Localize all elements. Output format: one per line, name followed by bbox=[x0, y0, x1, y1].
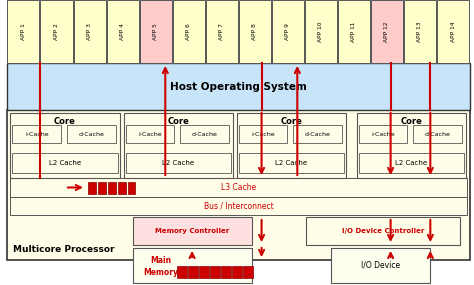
Text: Core: Core bbox=[54, 117, 76, 125]
Bar bbox=[359, 153, 464, 173]
Text: Memory: Memory bbox=[143, 268, 178, 277]
Bar bbox=[331, 248, 430, 283]
Bar bbox=[173, 0, 205, 63]
Text: I/O Device Controller: I/O Device Controller bbox=[342, 228, 424, 234]
Text: L2 Cache: L2 Cache bbox=[49, 160, 81, 166]
Bar bbox=[88, 182, 96, 194]
Text: APP 4: APP 4 bbox=[120, 23, 125, 40]
Bar bbox=[305, 0, 337, 63]
Bar bbox=[108, 182, 116, 194]
Bar bbox=[293, 125, 342, 143]
Bar bbox=[12, 153, 118, 173]
Text: APP 5: APP 5 bbox=[153, 23, 158, 40]
Text: i-Cache: i-Cache bbox=[371, 131, 395, 137]
Bar bbox=[210, 266, 220, 278]
Text: Main: Main bbox=[150, 256, 171, 265]
Bar bbox=[272, 0, 304, 63]
Bar bbox=[126, 153, 231, 173]
Text: Memory Controller: Memory Controller bbox=[155, 228, 229, 234]
Text: Bus / Interconnect: Bus / Interconnect bbox=[204, 201, 273, 211]
Text: d-Cache: d-Cache bbox=[425, 131, 451, 137]
Text: d-Cache: d-Cache bbox=[191, 131, 218, 137]
Bar bbox=[118, 182, 126, 194]
Text: i-Cache: i-Cache bbox=[25, 131, 48, 137]
Bar bbox=[306, 217, 460, 245]
Text: L3 Cache: L3 Cache bbox=[221, 183, 256, 192]
Bar bbox=[221, 266, 231, 278]
Bar bbox=[124, 113, 233, 178]
Bar bbox=[371, 0, 403, 63]
Bar bbox=[188, 266, 198, 278]
Bar bbox=[239, 0, 271, 63]
Text: APP 3: APP 3 bbox=[87, 23, 92, 40]
Text: Core: Core bbox=[167, 117, 189, 125]
Bar bbox=[177, 266, 187, 278]
Text: L2 Cache: L2 Cache bbox=[162, 160, 194, 166]
Bar bbox=[180, 125, 229, 143]
Bar bbox=[98, 182, 106, 194]
Bar bbox=[126, 125, 174, 143]
Bar bbox=[10, 113, 119, 178]
Text: I/O Device: I/O Device bbox=[361, 261, 400, 270]
Bar bbox=[239, 125, 287, 143]
Bar bbox=[413, 125, 462, 143]
Text: Host Operating System: Host Operating System bbox=[170, 82, 307, 91]
Bar bbox=[12, 125, 61, 143]
Text: d-Cache: d-Cache bbox=[305, 131, 330, 137]
Bar bbox=[107, 0, 138, 63]
Bar bbox=[128, 182, 136, 194]
Bar bbox=[243, 266, 253, 278]
Text: APP 9: APP 9 bbox=[285, 23, 290, 40]
Text: i-Cache: i-Cache bbox=[138, 131, 162, 137]
Bar bbox=[206, 0, 238, 63]
Text: APP 7: APP 7 bbox=[219, 23, 224, 40]
Bar bbox=[338, 0, 370, 63]
Bar bbox=[239, 153, 344, 173]
Text: APP 14: APP 14 bbox=[450, 21, 456, 42]
Text: APP 8: APP 8 bbox=[252, 23, 257, 40]
Text: APP 13: APP 13 bbox=[418, 21, 422, 42]
Bar bbox=[357, 113, 466, 178]
Text: APP 2: APP 2 bbox=[54, 23, 59, 40]
Bar bbox=[8, 110, 470, 260]
Text: i-Cache: i-Cache bbox=[251, 131, 275, 137]
Text: L2 Cache: L2 Cache bbox=[395, 160, 428, 166]
Text: APP 10: APP 10 bbox=[319, 21, 323, 42]
Bar bbox=[8, 63, 470, 110]
Bar bbox=[140, 0, 172, 63]
Bar bbox=[199, 266, 209, 278]
Bar bbox=[40, 0, 73, 63]
Bar bbox=[133, 248, 252, 283]
Bar bbox=[67, 125, 116, 143]
Bar bbox=[232, 266, 242, 278]
Text: APP 12: APP 12 bbox=[384, 21, 390, 42]
Text: Core: Core bbox=[401, 117, 422, 125]
Bar bbox=[404, 0, 436, 63]
Bar bbox=[8, 0, 39, 63]
Bar bbox=[133, 217, 252, 245]
Bar bbox=[437, 0, 469, 63]
Text: Multicore Processor: Multicore Processor bbox=[13, 245, 115, 255]
Bar bbox=[237, 113, 346, 178]
Text: APP 1: APP 1 bbox=[21, 23, 26, 40]
Bar bbox=[10, 178, 467, 197]
Text: d-Cache: d-Cache bbox=[78, 131, 104, 137]
Text: Core: Core bbox=[281, 117, 302, 125]
Text: APP 11: APP 11 bbox=[351, 21, 356, 42]
Bar bbox=[10, 197, 467, 215]
Text: APP 6: APP 6 bbox=[186, 23, 191, 40]
Text: L2 Cache: L2 Cache bbox=[275, 160, 308, 166]
Bar bbox=[359, 125, 408, 143]
Bar bbox=[73, 0, 106, 63]
